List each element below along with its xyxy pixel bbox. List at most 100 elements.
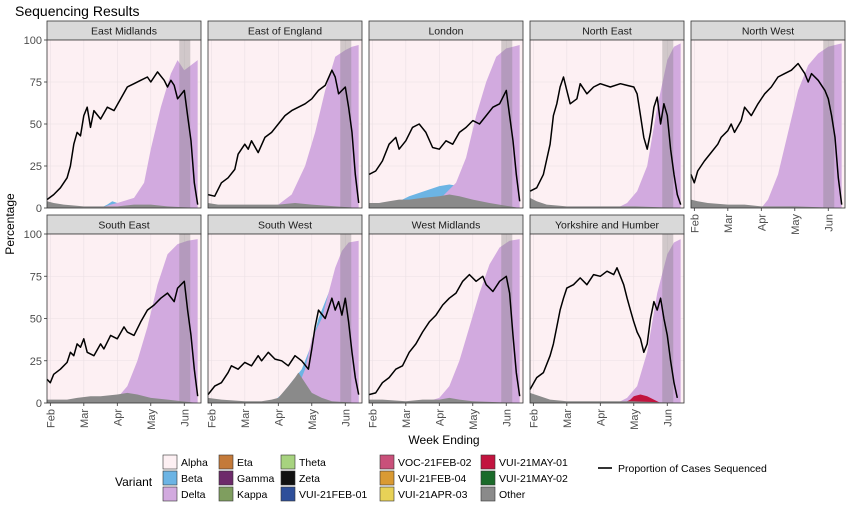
facet-london: London: [368, 20, 524, 209]
proportion-sequenced-line: [368, 273, 521, 397]
facet-east-of-england: East of England: [207, 20, 363, 209]
vui-21may-01-area: [623, 394, 661, 403]
x-tick-label: Mar: [79, 409, 91, 428]
facet-strip-label: East of England: [248, 26, 322, 38]
x-tick-label: May: [468, 409, 480, 430]
legend-key-voc-21feb-02: [379, 454, 395, 470]
panel-border: [529, 39, 685, 209]
x-tick-label: Apr: [756, 214, 768, 231]
facet-east-midlands: East Midlands 0 25 50 75 100: [24, 20, 202, 215]
legend-label-voc-21feb-02: VOC-21FEB-02: [398, 457, 472, 469]
x-tick-label: Feb: [367, 409, 379, 428]
legend-key-kappa: [218, 486, 234, 502]
legend-title: Variant: [115, 475, 153, 489]
facet-south-east: South East 0 25 50 75 100 Feb Mar Apr May Jun: [24, 214, 202, 430]
legend-label-vui-21feb-01: VUI-21FEB-01: [299, 489, 367, 501]
proportion-sequenced-line: [529, 267, 679, 399]
facet-west-midlands: West Midlands Feb Mar Apr May Jun: [367, 214, 524, 430]
facet-strip-label: London: [428, 26, 463, 38]
panel-border: [207, 39, 363, 209]
proportion-sequenced-line: [207, 69, 360, 204]
y-tick-label: 75: [30, 271, 42, 283]
delta-area: [369, 239, 520, 403]
proportion-sequenced-line: [207, 297, 360, 396]
incomplete-data-band: [501, 234, 513, 403]
legend-label-vui-21may-01: VUI-21MAY-01: [499, 457, 568, 469]
y-axis-label: Percentage: [3, 193, 17, 255]
x-tick-label: Jun: [823, 214, 835, 232]
legend-label-alpha: Alpha: [181, 457, 208, 469]
y-tick-label: 0: [36, 203, 42, 215]
x-tick-label: Apr: [434, 409, 446, 426]
y-tick-label: 25: [30, 161, 42, 173]
legend-label-vui-21may-02: VUI-21MAY-02: [499, 473, 568, 485]
panel-border: [368, 233, 524, 404]
facet-panels: East Midlands 0 25 50 75 100 East of England Lo…: [24, 20, 846, 430]
legend-label-vui-21feb-04: VUI-21FEB-04: [398, 473, 466, 485]
x-axis-label: Week Ending: [408, 433, 479, 447]
facet-strip-label: West Midlands: [412, 220, 481, 232]
x-tick-label: May: [307, 409, 319, 430]
incomplete-data-band: [340, 40, 352, 208]
legend-key-vui-21feb-01: [280, 486, 296, 502]
delta-area: [47, 239, 198, 403]
incomplete-data-band: [340, 234, 352, 403]
facet-strip-label: North West: [742, 26, 794, 38]
x-tick-label: Apr: [273, 409, 285, 426]
x-tick-label: Mar: [562, 409, 574, 428]
x-tick-label: Jun: [340, 409, 352, 427]
legend-key-other: [480, 486, 496, 502]
x-tick-label: Feb: [689, 214, 701, 233]
proportion-sequenced-line: [529, 76, 682, 205]
other-area: [369, 194, 520, 208]
delta-area: [47, 60, 198, 208]
delta-area: [369, 45, 520, 208]
facet-strip-label: Yorkshire and Humber: [555, 220, 660, 232]
x-tick-label: Mar: [240, 409, 252, 428]
incomplete-data-band: [662, 234, 674, 403]
y-tick-label: 25: [30, 356, 42, 368]
legend-label-gamma: Gamma: [237, 473, 275, 485]
y-tick-label: 0: [36, 398, 42, 410]
proportion-sequenced-line: [690, 62, 843, 205]
legend-label-zeta: Zeta: [299, 473, 320, 485]
other-area: [530, 197, 681, 208]
x-tick-label: Feb: [45, 409, 57, 428]
x-tick-label: May: [629, 409, 641, 430]
x-tick-label: May: [790, 214, 802, 235]
other-area: [47, 201, 198, 208]
legend-key-theta: [280, 454, 296, 470]
delta-area: [208, 45, 359, 208]
panel-border: [529, 233, 685, 404]
delta-area: [208, 240, 359, 403]
y-tick-label: 50: [30, 314, 42, 326]
legend: Variant Alpha Beta Delta Eta Gamma Kappa Theta…: [115, 454, 767, 502]
incomplete-data-band: [501, 40, 513, 208]
legend-label-kappa: Kappa: [237, 489, 268, 501]
legend-label-delta: Delta: [181, 489, 206, 501]
legend-key-alpha: [162, 454, 178, 470]
x-tick-label: Jun: [501, 409, 513, 427]
x-tick-label: Mar: [723, 214, 735, 233]
legend-key-gamma: [218, 470, 234, 486]
legend-key-vui-21feb-04: [379, 470, 395, 486]
facet-strip-label: North East: [582, 26, 632, 38]
x-tick-label: Jun: [662, 409, 674, 427]
x-tick-label: Apr: [112, 409, 124, 426]
other-area: [208, 372, 359, 403]
legend-label-vui-21apr-03: VUI-21APR-03: [398, 489, 468, 501]
legend-key-vui-21apr-03: [379, 486, 395, 502]
facet-strip-label: East Midlands: [91, 26, 157, 38]
y-tick-label: 75: [30, 77, 42, 89]
delta-area: [691, 43, 842, 208]
facet-south-west: South West Feb Mar Apr May Jun: [206, 214, 363, 430]
other-area: [47, 392, 198, 403]
x-tick-label: Mar: [401, 409, 413, 428]
panel-border: [690, 39, 846, 209]
legend-key-vui-21may-02: [480, 470, 496, 486]
facet-north-east: North East: [529, 20, 685, 209]
x-tick-label: Feb: [206, 409, 218, 428]
facet-strip-label: South East: [98, 220, 149, 232]
x-tick-label: Jun: [179, 409, 191, 427]
facet-north-west: North West Feb Mar Apr May Jun: [689, 20, 846, 235]
